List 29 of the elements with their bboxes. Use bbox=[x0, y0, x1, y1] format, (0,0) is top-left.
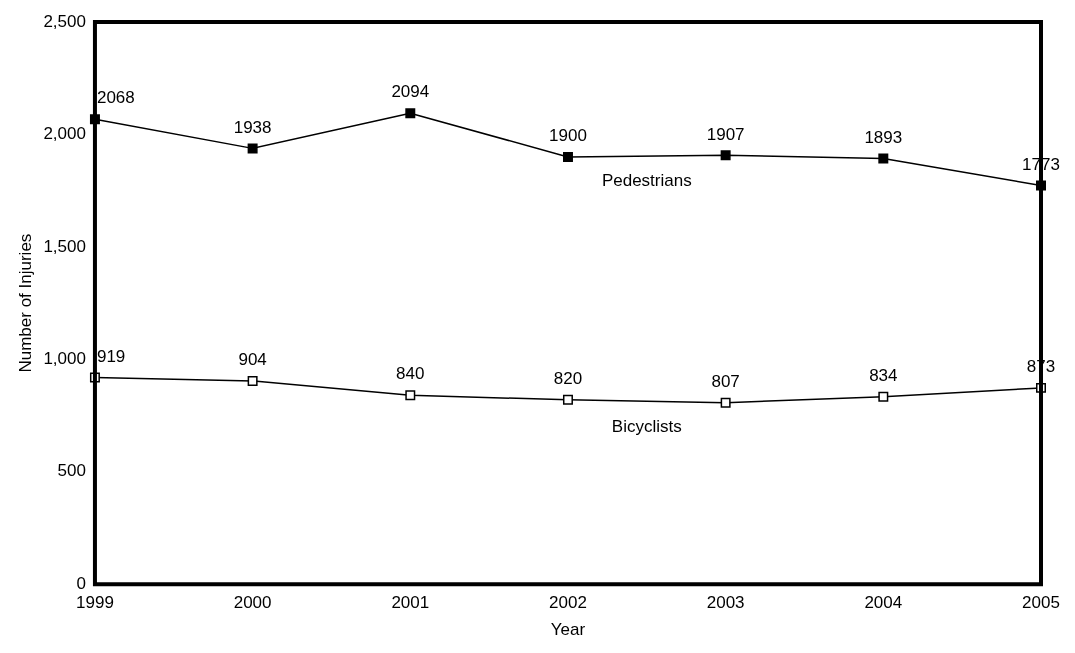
data-label: 1900 bbox=[549, 126, 587, 146]
data-label: 807 bbox=[711, 371, 740, 391]
data-label: 1938 bbox=[233, 117, 272, 137]
x-tick-label: 1999 bbox=[76, 593, 114, 613]
data-label: 820 bbox=[553, 368, 583, 388]
data-label: 919 bbox=[96, 346, 126, 366]
series-label: Bicyclists bbox=[611, 416, 682, 436]
y-tick-label: 2,000 bbox=[43, 124, 86, 144]
x-tick-label: 2002 bbox=[549, 593, 587, 613]
x-tick-label: 2001 bbox=[391, 593, 430, 613]
data-label: 1907 bbox=[706, 124, 745, 144]
data-label: 904 bbox=[238, 350, 267, 370]
y-tick-label: 500 bbox=[57, 461, 86, 481]
x-axis-title: Year bbox=[550, 620, 586, 640]
x-tick-label: 2004 bbox=[864, 593, 903, 613]
data-label: 834 bbox=[869, 365, 898, 385]
x-tick-label: 2005 bbox=[1022, 593, 1060, 613]
data-label: 1893 bbox=[864, 127, 903, 147]
y-tick-label: 1,000 bbox=[43, 349, 86, 369]
y-tick-label: 2,500 bbox=[43, 11, 86, 31]
x-tick-label: 2003 bbox=[706, 593, 745, 613]
y-axis-title: Number of Injuries bbox=[15, 233, 35, 373]
series-label: Pedestrians bbox=[601, 171, 692, 191]
y-tick-label: 0 bbox=[76, 573, 86, 593]
data-label: 2094 bbox=[391, 82, 430, 102]
data-label: 840 bbox=[396, 364, 425, 384]
data-label: 2068 bbox=[96, 88, 135, 108]
y-tick-label: 1,500 bbox=[43, 236, 86, 256]
x-tick-label: 2000 bbox=[233, 593, 272, 613]
